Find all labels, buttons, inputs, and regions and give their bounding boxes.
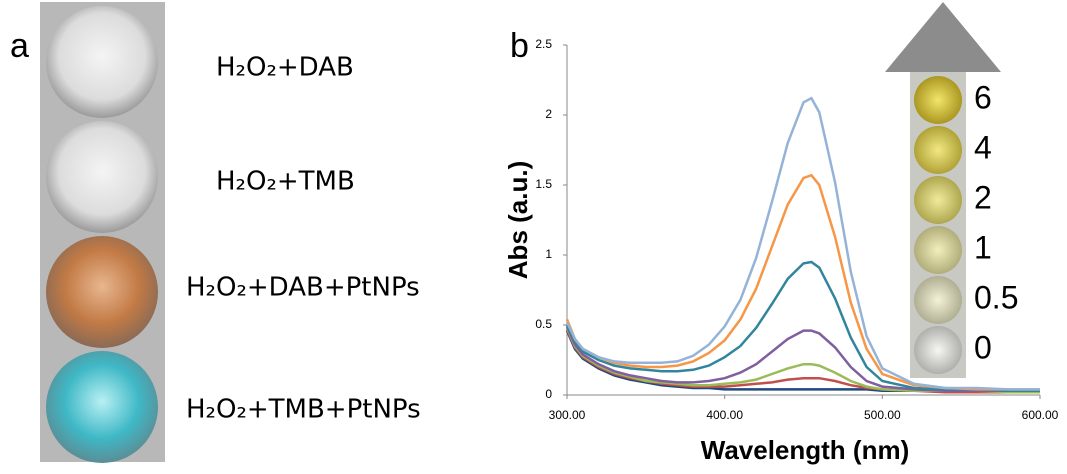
series-line [565,260,1040,393]
x-tick-label: 600.00 [1022,408,1059,422]
y-tick-label: 1 [545,247,552,261]
legend-label: 0.5 [974,279,1018,315]
well [914,76,962,124]
arrow [885,2,1001,72]
x-tick-label: 500.00 [864,408,901,422]
plot: 0 0.5 1 1.5 2 2.5 300.00 400.00 500.00 600.00 [535,37,1058,422]
well-label: H₂O₂+TMB [216,167,355,197]
x-axis-label: Wavelength (nm) [701,435,909,465]
series-line [565,173,1040,391]
well [46,121,158,233]
y-tick-label: 2.5 [535,37,552,51]
panel-label: a [10,27,29,65]
well [914,326,962,374]
legend-label: 0 [974,329,992,365]
well [914,126,962,174]
series-line [565,96,1040,391]
series-line [565,327,1040,394]
well-label: H₂O₂+TMB+PtNPs [186,395,421,425]
y-tick-label: 2 [545,107,552,121]
legend-label: 6 [974,79,992,115]
legend-label: 1 [974,229,992,265]
y-axis-label: Abs (a.u.) [503,161,533,279]
well [46,351,158,463]
legend-label: 4 [974,129,992,165]
series-line [565,328,1040,394]
x-tick-label: 400.00 [706,408,743,422]
well-label: H₂O₂+DAB+PtNPs [186,273,420,303]
well [914,226,962,274]
y-tick-label: 0 [545,387,552,401]
legend-label: 2 [974,179,992,215]
well [914,276,962,324]
series-line [565,330,1040,393]
well [914,176,962,224]
well [46,6,158,118]
y-tick-label: 0.5 [535,317,552,331]
x-tick-label: 300.00 [549,408,586,422]
series-line [565,325,1040,393]
y-tick-label: 1.5 [535,177,552,191]
well-label: H₂O₂+DAB [216,53,354,83]
panel-label: b [510,27,529,65]
legend: 6 4 2 1 0.5 0 [974,79,1018,365]
well [46,236,158,348]
